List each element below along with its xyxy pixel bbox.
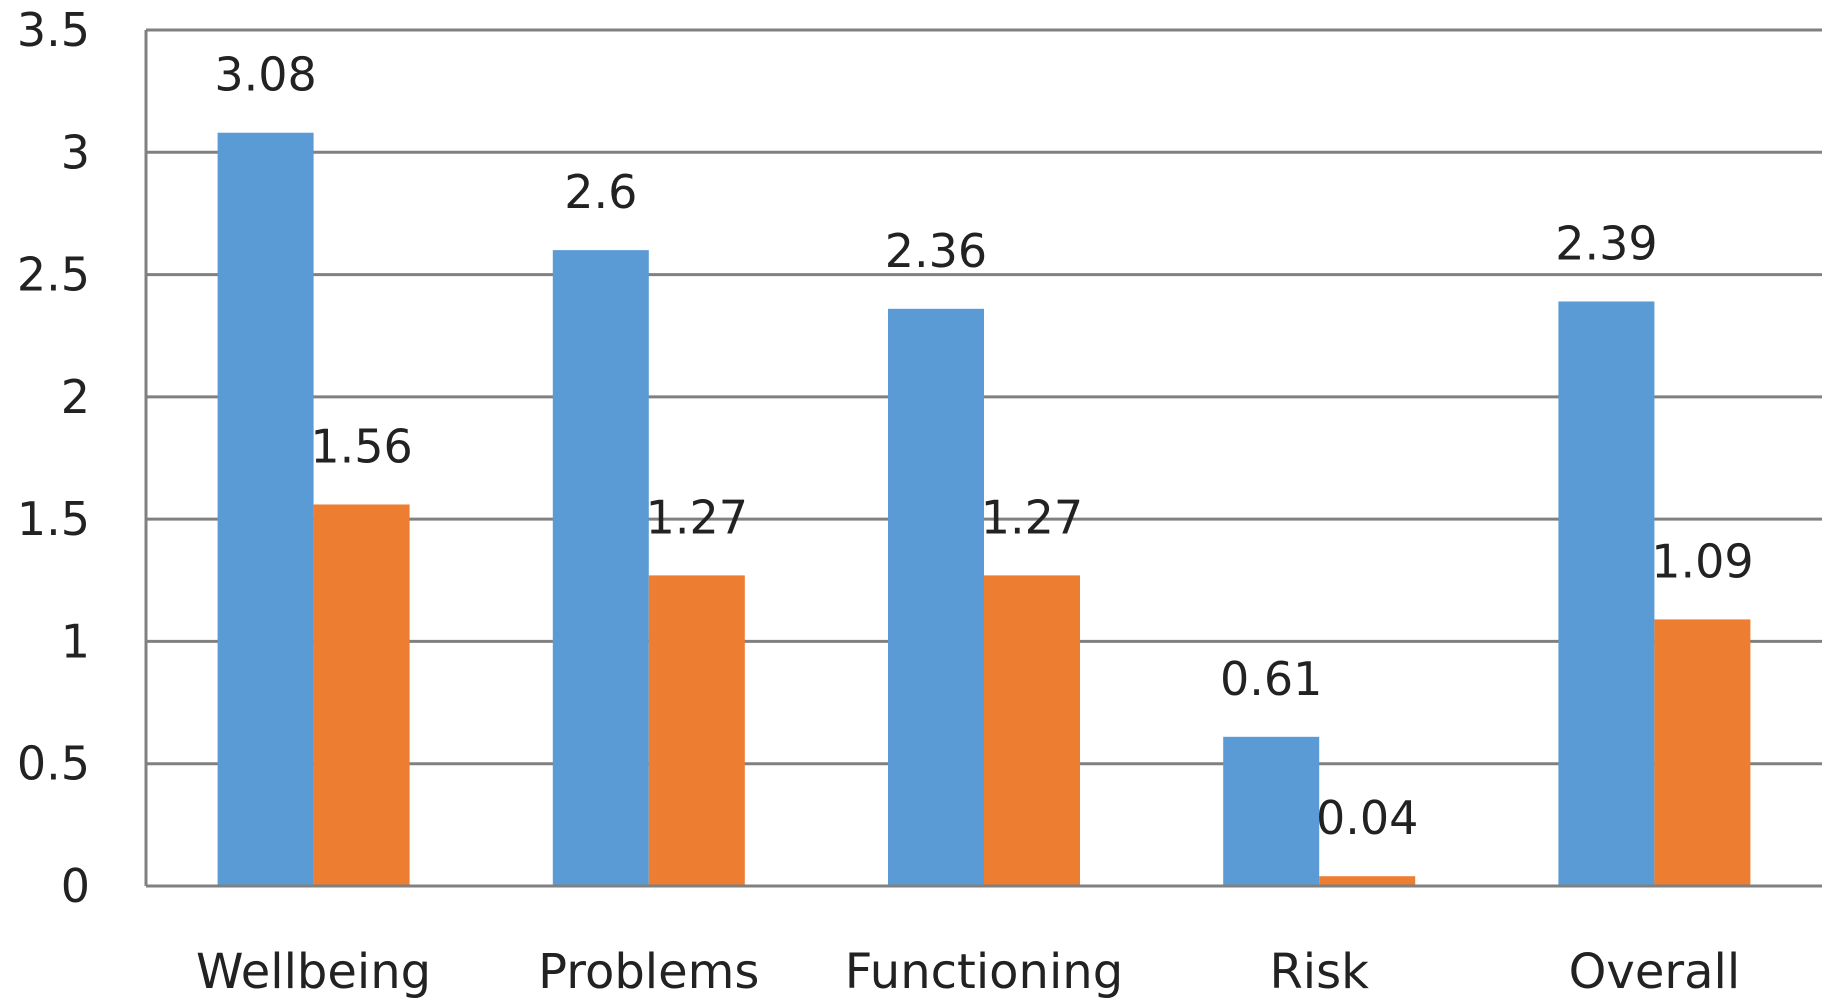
y-tick-label: 1.5 — [17, 492, 90, 546]
bar-functioning-series-2 — [984, 575, 1080, 886]
bars — [217, 132, 1751, 887]
category-label-problems: Problems — [538, 944, 759, 1000]
data-label: 2.6 — [564, 165, 637, 219]
data-label: 1.09 — [1651, 534, 1753, 588]
bar-problems-series-1 — [552, 250, 649, 887]
y-tick-label: 2.5 — [17, 248, 90, 302]
bar-wellbeing-series-2 — [313, 504, 410, 886]
data-label: 0.61 — [1220, 652, 1322, 706]
y-tick-label: 0 — [61, 859, 90, 913]
bar-risk-series-1 — [1223, 736, 1320, 886]
y-tick-label: 2 — [61, 370, 90, 424]
y-tick-labels: 0 0.5 1 1.5 2 2.5 3 3.5 — [17, 3, 90, 913]
bar-problems-series-2 — [648, 575, 745, 886]
category-label-overall: Overall — [1569, 944, 1741, 1000]
data-label: 1.27 — [981, 490, 1083, 544]
data-label: 2.36 — [885, 224, 987, 278]
category-label-wellbeing: Wellbeing — [196, 944, 431, 1000]
y-tick-label: 1 — [61, 614, 90, 668]
y-tick-label: 0.5 — [17, 737, 90, 791]
data-label: 3.08 — [214, 48, 316, 102]
bar-risk-series-2 — [1319, 876, 1416, 886]
bar-overall-series-1 — [1558, 301, 1655, 887]
data-label: 0.04 — [1316, 791, 1418, 845]
axes — [144, 30, 1822, 888]
bar-wellbeing-series-1 — [217, 132, 314, 887]
category-labels: Wellbeing Problems Functioning Risk Overall — [196, 944, 1740, 1000]
y-tick-label: 3 — [61, 125, 90, 179]
category-label-functioning: Functioning — [845, 944, 1123, 1000]
data-label: 1.56 — [310, 419, 412, 473]
data-labels: 3.08 1.56 2.6 1.27 2.36 1.27 0.61 0.04 2.39 1.09 — [214, 48, 1753, 845]
y-tick-label: 3.5 — [17, 3, 90, 57]
bar-functioning-series-1 — [888, 308, 984, 887]
data-label: 1.27 — [646, 490, 748, 544]
category-label-risk: Risk — [1269, 944, 1369, 1000]
data-label: 2.39 — [1555, 216, 1657, 270]
bar-overall-series-2 — [1654, 619, 1751, 886]
